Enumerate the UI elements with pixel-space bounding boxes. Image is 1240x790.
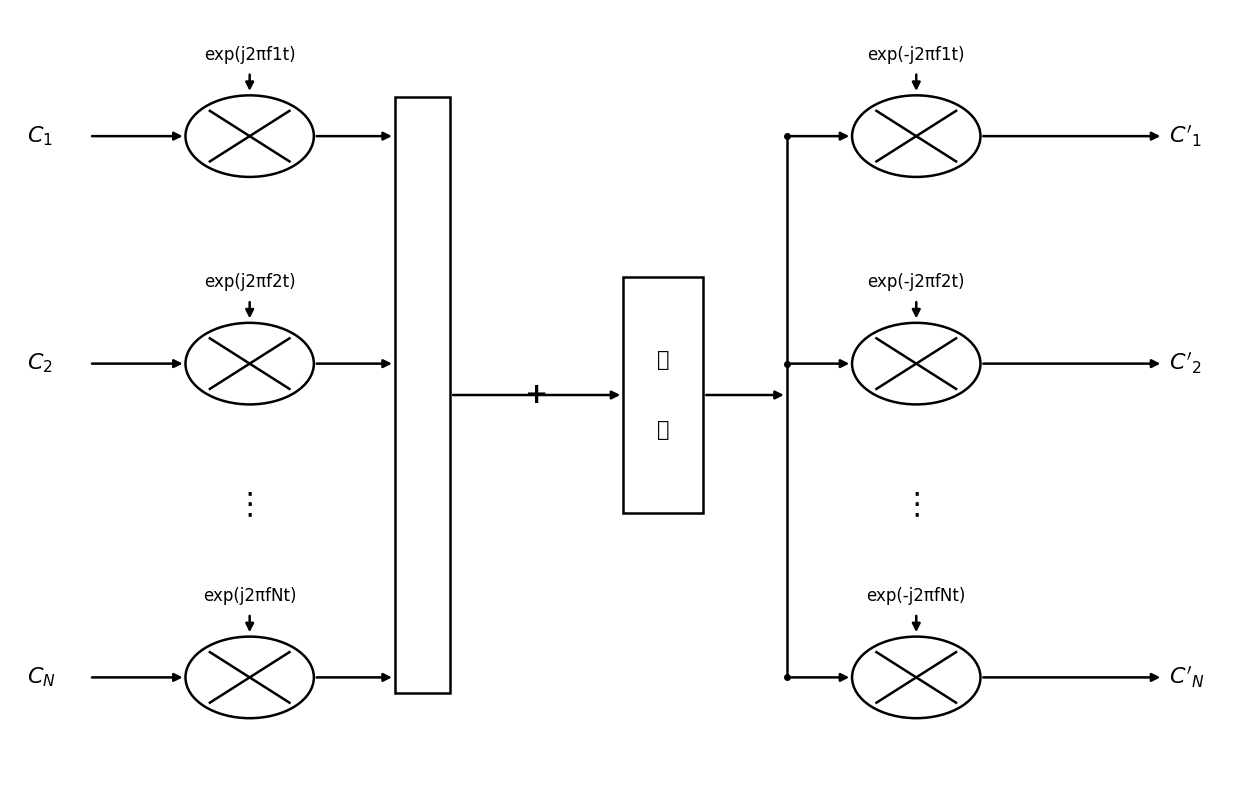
Text: exp(j2πf2t): exp(j2πf2t)	[203, 273, 295, 292]
Text: $C_{N}$: $C_{N}$	[27, 666, 56, 689]
Text: $C'_{N}$: $C'_{N}$	[1169, 665, 1205, 690]
Circle shape	[852, 96, 981, 177]
Circle shape	[186, 323, 314, 404]
Text: ⋮: ⋮	[234, 491, 265, 519]
Text: +: +	[525, 381, 548, 409]
Text: 信: 信	[657, 350, 670, 370]
Bar	[394, 97, 450, 693]
Circle shape	[852, 323, 981, 404]
Text: $C'_{1}$: $C'_{1}$	[1169, 123, 1202, 149]
Text: $C_{2}$: $C_{2}$	[27, 352, 53, 375]
Circle shape	[186, 96, 314, 177]
Text: exp(j2πfNt): exp(j2πfNt)	[203, 587, 296, 605]
Circle shape	[852, 637, 981, 718]
Text: exp(-j2πf1t): exp(-j2πf1t)	[868, 46, 965, 64]
Text: exp(-j2πf2t): exp(-j2πf2t)	[868, 273, 965, 292]
Text: $C'_{2}$: $C'_{2}$	[1169, 351, 1202, 376]
Text: exp(j2πf1t): exp(j2πf1t)	[203, 46, 295, 64]
Text: ⋮: ⋮	[901, 491, 931, 519]
Text: exp(-j2πfNt): exp(-j2πfNt)	[867, 587, 966, 605]
Circle shape	[186, 637, 314, 718]
Bar	[622, 277, 703, 513]
Text: 道: 道	[657, 420, 670, 440]
Text: $C_{1}$: $C_{1}$	[27, 124, 53, 148]
